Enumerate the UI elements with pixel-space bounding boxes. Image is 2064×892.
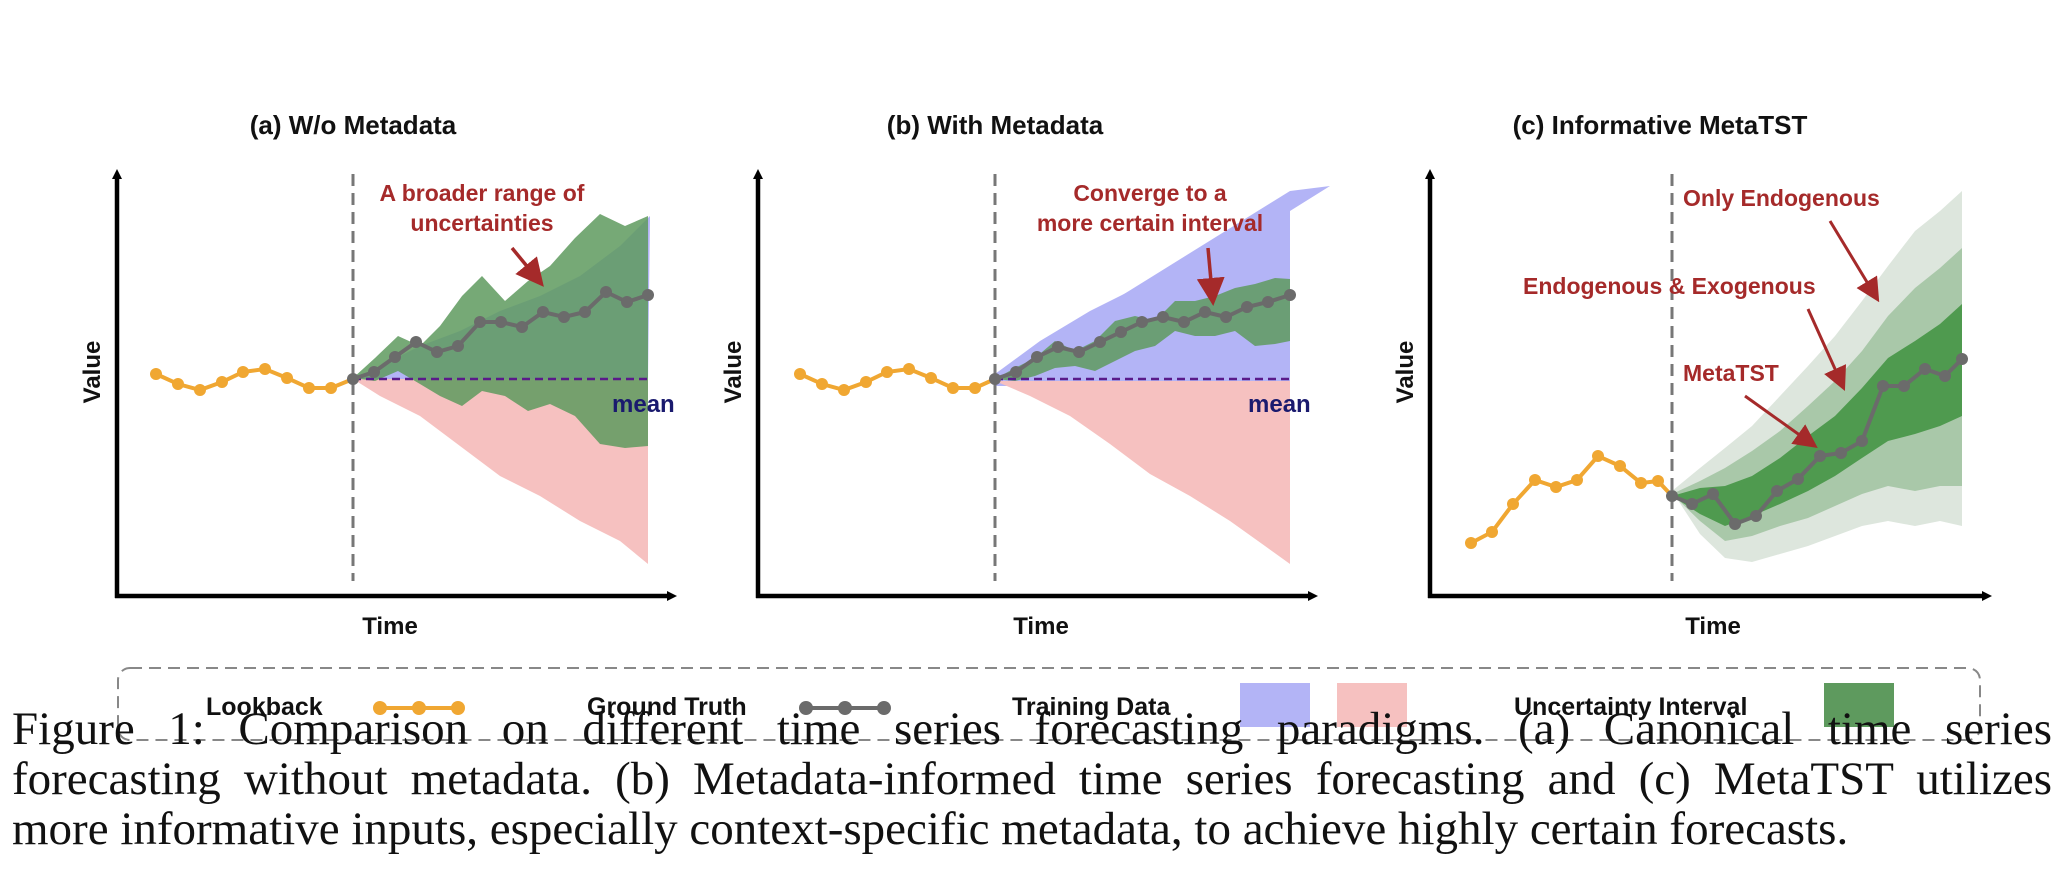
panel-b-lookback-markers	[794, 363, 981, 396]
panel-c-metatst-region	[1672, 304, 1962, 526]
legend-lookback-swatch	[373, 701, 465, 715]
panel-c-lookback-markers	[1465, 450, 1664, 549]
panel-b-annotation-line1: Converge to a	[1073, 180, 1227, 206]
panel-b-title: (b) With Metadata	[887, 110, 1104, 140]
panel-a-x-label: Time	[362, 613, 418, 640]
panel-c-arrow-metatst	[1744, 394, 1818, 448]
panel-c-x-label: Time	[1685, 613, 1741, 640]
panel-a-mean-label: mean	[612, 391, 675, 418]
panel-c: (c) Informative MetaTST Only Endogenous …	[1392, 110, 1992, 640]
caption-line-1: Figure 1: Comparison on different time s…	[12, 703, 2052, 755]
legend-ground-truth-label: Ground Truth	[587, 693, 747, 721]
legend-lookback-label: Lookback	[206, 693, 323, 721]
panel-c-title: (c) Informative MetaTST	[1513, 110, 1808, 140]
panel-a-title: (a) W/o Metadata	[250, 110, 457, 140]
panel-b-x-label: Time	[1013, 613, 1069, 640]
legend-training-data-label: Training Data	[1012, 693, 1171, 721]
panel-a-uncertainty-region	[353, 214, 648, 448]
panel-b-ground-truth-markers	[989, 289, 1296, 385]
panel-c-y-label: Value	[1392, 341, 1419, 404]
legend-training-red-swatch	[1337, 683, 1407, 727]
figure-caption: Figure 1: Comparison on different time s…	[12, 704, 2052, 854]
panel-c-annotation-only-endogenous: Only Endogenous	[1683, 185, 1880, 211]
panel-b-annotation-line2: more certain interval	[1037, 210, 1263, 236]
panel-a-lookback-line	[155, 366, 354, 393]
legend-ground-truth-swatch	[799, 701, 891, 715]
panel-b-training-red-region	[995, 381, 1290, 564]
panel-c-arrow-only-endogenous	[1828, 220, 1880, 303]
panel-a-y-label: Value	[79, 341, 106, 404]
panel-a-annotation-line1: A broader range of	[380, 180, 585, 206]
panel-c-endo-exo-region	[1672, 248, 1962, 541]
panel-b-mean-label: mean	[1248, 391, 1311, 418]
panel-a-lookback-markers	[150, 363, 337, 396]
panel-b-y-label: Value	[720, 341, 747, 404]
panel-b: (b) With Metadata mean Converge to a mor…	[720, 110, 1330, 640]
panel-a-training-red-region	[353, 379, 648, 564]
legend-uncertainty-swatch	[1824, 683, 1894, 727]
panel-a-annotation-arrow	[510, 246, 544, 287]
panel-b-annotation-arrow	[1196, 247, 1225, 306]
panel-c-annotation-metatst: MetaTST	[1683, 360, 1779, 386]
panel-c-arrow-endo-exo	[1806, 308, 1847, 391]
panel-c-lookback-line	[1470, 453, 1674, 545]
legend-box	[117, 667, 1981, 741]
panel-b-lookback-line	[799, 366, 996, 393]
legend-uncertainty-label: Uncertainty Interval	[1514, 693, 1747, 721]
legend-training-blue-swatch	[1240, 683, 1310, 727]
panel-c-ground-truth-markers	[1666, 353, 1968, 530]
legend: Lookback Ground Truth Training Data Unce…	[117, 667, 1981, 741]
panel-c-annotation-endo-exo: Endogenous & Exogenous	[1523, 273, 1816, 299]
caption-line-2: forecasting without metadata. (b) Metada…	[12, 753, 2052, 805]
panel-a: (a) W/o Metadata mean A broader range of	[79, 110, 677, 640]
panel-a-annotation-line2: uncertainties	[410, 210, 553, 236]
panel-a-ground-truth-markers	[347, 286, 654, 385]
caption-line-3: more informative inputs, especially cont…	[12, 803, 1849, 855]
